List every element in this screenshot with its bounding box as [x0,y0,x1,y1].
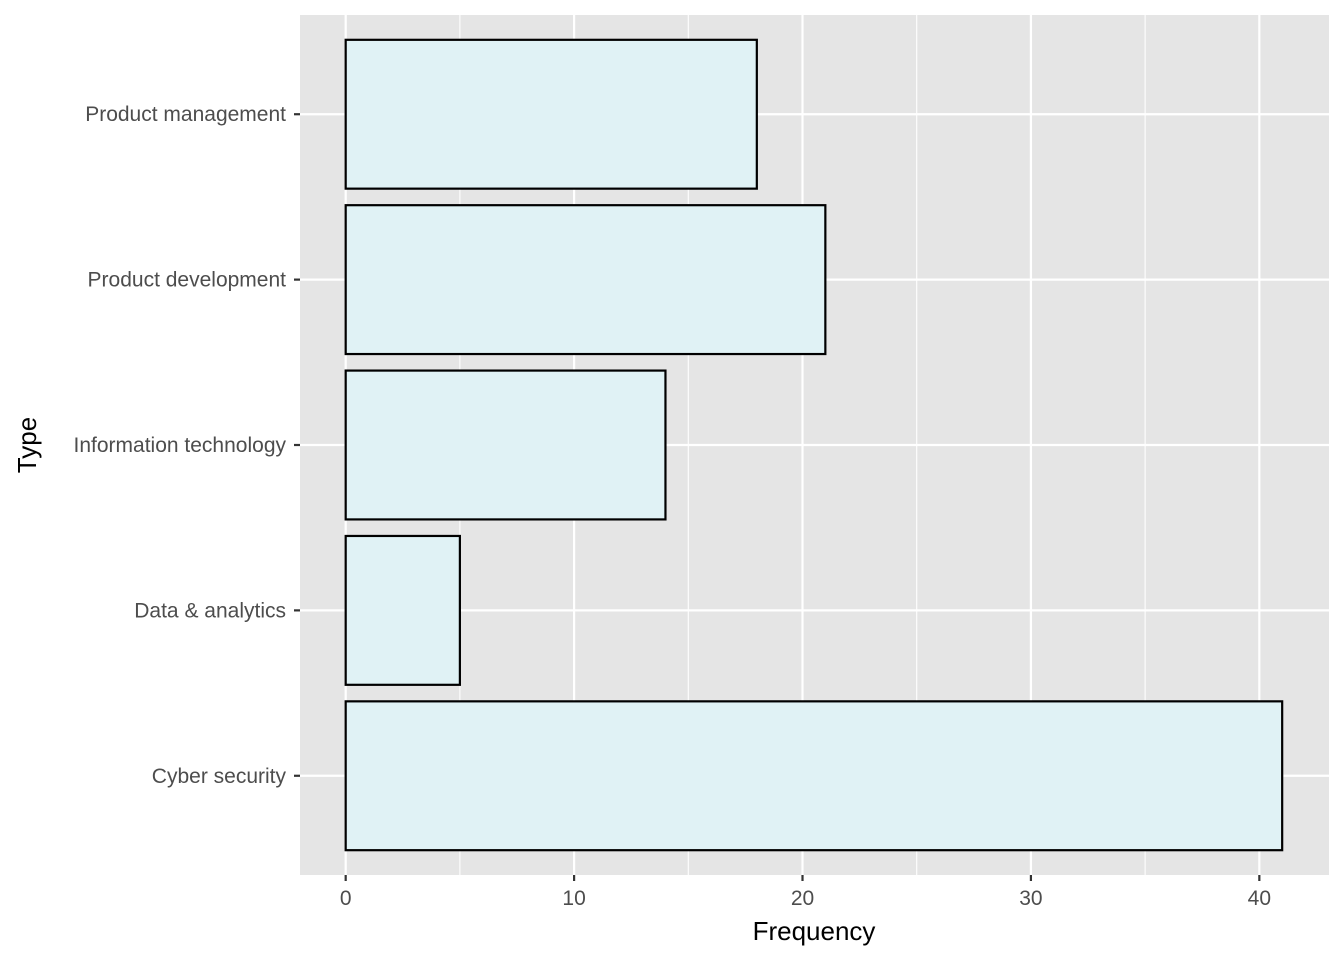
bar-product-development [344,204,827,356]
y-tick-label: Information technology [74,434,287,457]
x-tick-label: 40 [1248,887,1271,910]
y-tick-label: Cyber security [152,765,287,788]
y-axis-title: Type [12,417,42,473]
x-axis-title: Frequency [753,916,876,946]
y-tick-label: Product development [88,269,287,292]
y-axis: Cyber security Data & analytics Informatio… [74,103,300,788]
y-tick-label: Data & analytics [134,599,286,622]
bar-data-analytics [344,534,461,686]
bars [344,38,1284,852]
bar-product-management [344,38,758,190]
x-tick-label: 10 [562,887,585,910]
x-axis: 0 10 20 30 40 [340,875,1271,910]
x-tick-label: 0 [340,887,352,910]
x-tick-label: 20 [791,887,814,910]
bar-information-technology [344,369,667,521]
bar-cyber-security [344,700,1284,852]
x-tick-label: 30 [1019,887,1042,910]
y-tick-label: Product management [85,103,286,126]
